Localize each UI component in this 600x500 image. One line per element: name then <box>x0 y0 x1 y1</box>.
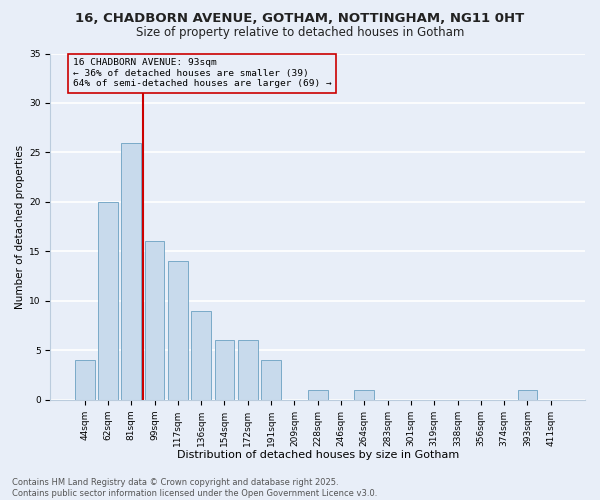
Bar <box>191 310 211 400</box>
Bar <box>261 360 281 400</box>
Text: 16 CHADBORN AVENUE: 93sqm
← 36% of detached houses are smaller (39)
64% of semi-: 16 CHADBORN AVENUE: 93sqm ← 36% of detac… <box>73 58 332 88</box>
Bar <box>121 142 141 400</box>
Bar <box>308 390 328 400</box>
Bar <box>238 340 257 400</box>
Bar <box>215 340 235 400</box>
Text: Contains HM Land Registry data © Crown copyright and database right 2025.
Contai: Contains HM Land Registry data © Crown c… <box>12 478 377 498</box>
Bar <box>168 261 188 400</box>
Bar <box>355 390 374 400</box>
Text: 16, CHADBORN AVENUE, GOTHAM, NOTTINGHAM, NG11 0HT: 16, CHADBORN AVENUE, GOTHAM, NOTTINGHAM,… <box>76 12 524 26</box>
Bar <box>98 202 118 400</box>
Bar <box>74 360 95 400</box>
Text: Size of property relative to detached houses in Gotham: Size of property relative to detached ho… <box>136 26 464 39</box>
Y-axis label: Number of detached properties: Number of detached properties <box>15 144 25 308</box>
Bar <box>518 390 538 400</box>
Bar <box>145 242 164 400</box>
X-axis label: Distribution of detached houses by size in Gotham: Distribution of detached houses by size … <box>176 450 459 460</box>
